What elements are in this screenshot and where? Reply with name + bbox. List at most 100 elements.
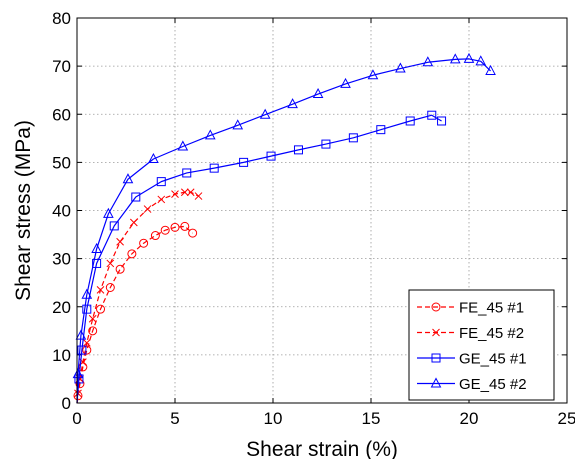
series-line: [76, 191, 199, 404]
series-1-marker: [150, 231, 160, 241]
series-2-marker: [96, 286, 105, 294]
series-3-marker: [92, 258, 102, 268]
series-3-marker: [109, 221, 119, 231]
series-4-marker: [367, 69, 379, 80]
y-tick-label: 40: [52, 202, 71, 221]
legend-marker: [432, 328, 440, 337]
series-4-marker: [259, 108, 271, 119]
y-tick-label: 0: [62, 394, 71, 413]
legend-marker: [431, 302, 441, 312]
series-3-marker: [348, 133, 358, 143]
legend-label: GE_45 #1: [459, 351, 527, 368]
series-2-marker: [116, 237, 124, 246]
series-1-marker: [88, 326, 98, 336]
series-4-marker: [340, 77, 351, 88]
series-1-marker: [75, 379, 85, 389]
series-1-marker: [170, 222, 180, 232]
legend-item: FE_45 #2: [417, 325, 524, 342]
series-1-marker: [82, 345, 92, 355]
x-tick-label: 5: [170, 409, 179, 428]
series-4-marker: [122, 173, 134, 184]
legend-label: GE_45 #2: [459, 376, 527, 393]
series-2-marker: [157, 195, 166, 204]
series-1-marker: [188, 228, 198, 238]
series-3: [74, 110, 447, 404]
series-3-marker: [156, 177, 166, 187]
series-3-marker: [209, 163, 219, 173]
series-4-marker: [177, 140, 189, 151]
series-4-marker: [485, 64, 496, 75]
y-tick-label: 50: [52, 153, 71, 172]
x-tick-label: 10: [264, 409, 283, 428]
series-3-marker: [376, 125, 386, 135]
tick-labels: 0 5 10 15 20 25 0 10 20 30 40 50 60 70 80: [52, 9, 575, 428]
series-3-marker: [82, 304, 92, 314]
series-4-marker: [475, 55, 487, 66]
x-tick-label: 20: [460, 409, 479, 428]
series-2-marker: [88, 314, 97, 323]
series-3-marker: [77, 345, 87, 355]
plot-frame: [76, 17, 568, 404]
axis-ticks: [76, 17, 568, 404]
x-tick-label: 0: [72, 409, 81, 428]
series-layer: [72, 52, 496, 404]
series-2-marker: [180, 188, 189, 197]
legend-item: GE_45 #1: [417, 351, 527, 368]
series-3-marker: [239, 157, 249, 167]
series-4-marker: [395, 62, 406, 73]
x-tick-label: 15: [362, 409, 381, 428]
y-tick-label: 60: [52, 105, 71, 124]
series-2-marker: [82, 338, 91, 347]
series-3-marker: [437, 116, 447, 126]
series-4-marker: [103, 207, 114, 218]
series-3-marker: [427, 110, 437, 120]
x-axis-title: Shear strain (%): [246, 438, 398, 459]
series-3-marker: [293, 145, 303, 155]
series-2-marker: [186, 188, 195, 197]
series-4-marker: [91, 242, 102, 253]
legend: FE_45 #1 FE_45 #2 GE_45 #1 GE_45 #2: [408, 289, 555, 401]
series-line: [76, 58, 491, 404]
series-3-marker: [405, 116, 415, 126]
series-2-marker: [129, 218, 138, 227]
series-4-marker: [463, 52, 475, 63]
series-2-marker: [171, 190, 179, 198]
series-3-marker: [321, 139, 331, 149]
series-4-marker: [72, 368, 84, 379]
series-line: [76, 114, 442, 404]
series-1-marker: [139, 238, 149, 248]
legend-marker: [431, 353, 441, 363]
series-4-marker: [75, 329, 87, 340]
series-1-marker: [105, 283, 115, 292]
series-1-marker: [115, 264, 125, 274]
y-tick-label: 10: [52, 346, 71, 365]
series-1-marker: [96, 304, 106, 314]
series-4-marker: [449, 53, 461, 64]
x-tick-label: 25: [558, 409, 575, 428]
y-axis-title: Shear stress (MPa): [12, 120, 35, 301]
series-2-marker: [106, 259, 115, 268]
series-4-marker: [232, 119, 244, 130]
legend-label: FE_45 #1: [459, 300, 524, 317]
series-1-marker: [160, 225, 170, 235]
series-3-marker: [131, 192, 141, 202]
y-tick-label: 20: [52, 298, 71, 317]
series-4-marker: [204, 129, 216, 140]
series-4-marker: [148, 152, 159, 164]
series-2-marker: [194, 192, 203, 200]
series-3-marker: [74, 374, 84, 384]
series-4: [72, 52, 496, 404]
series-4-marker: [312, 87, 324, 99]
series-4-marker: [287, 98, 298, 109]
series-4-marker: [422, 56, 434, 67]
y-tick-label: 70: [52, 57, 71, 76]
legend-item: FE_45 #1: [417, 300, 524, 317]
y-tick-label: 80: [52, 9, 71, 28]
series-1-marker: [180, 221, 190, 231]
series-4-marker: [81, 288, 93, 299]
series-3-marker: [182, 168, 192, 178]
legend-box: [408, 289, 555, 401]
series-3-marker: [266, 151, 276, 161]
y-tick-label: 30: [52, 250, 71, 269]
